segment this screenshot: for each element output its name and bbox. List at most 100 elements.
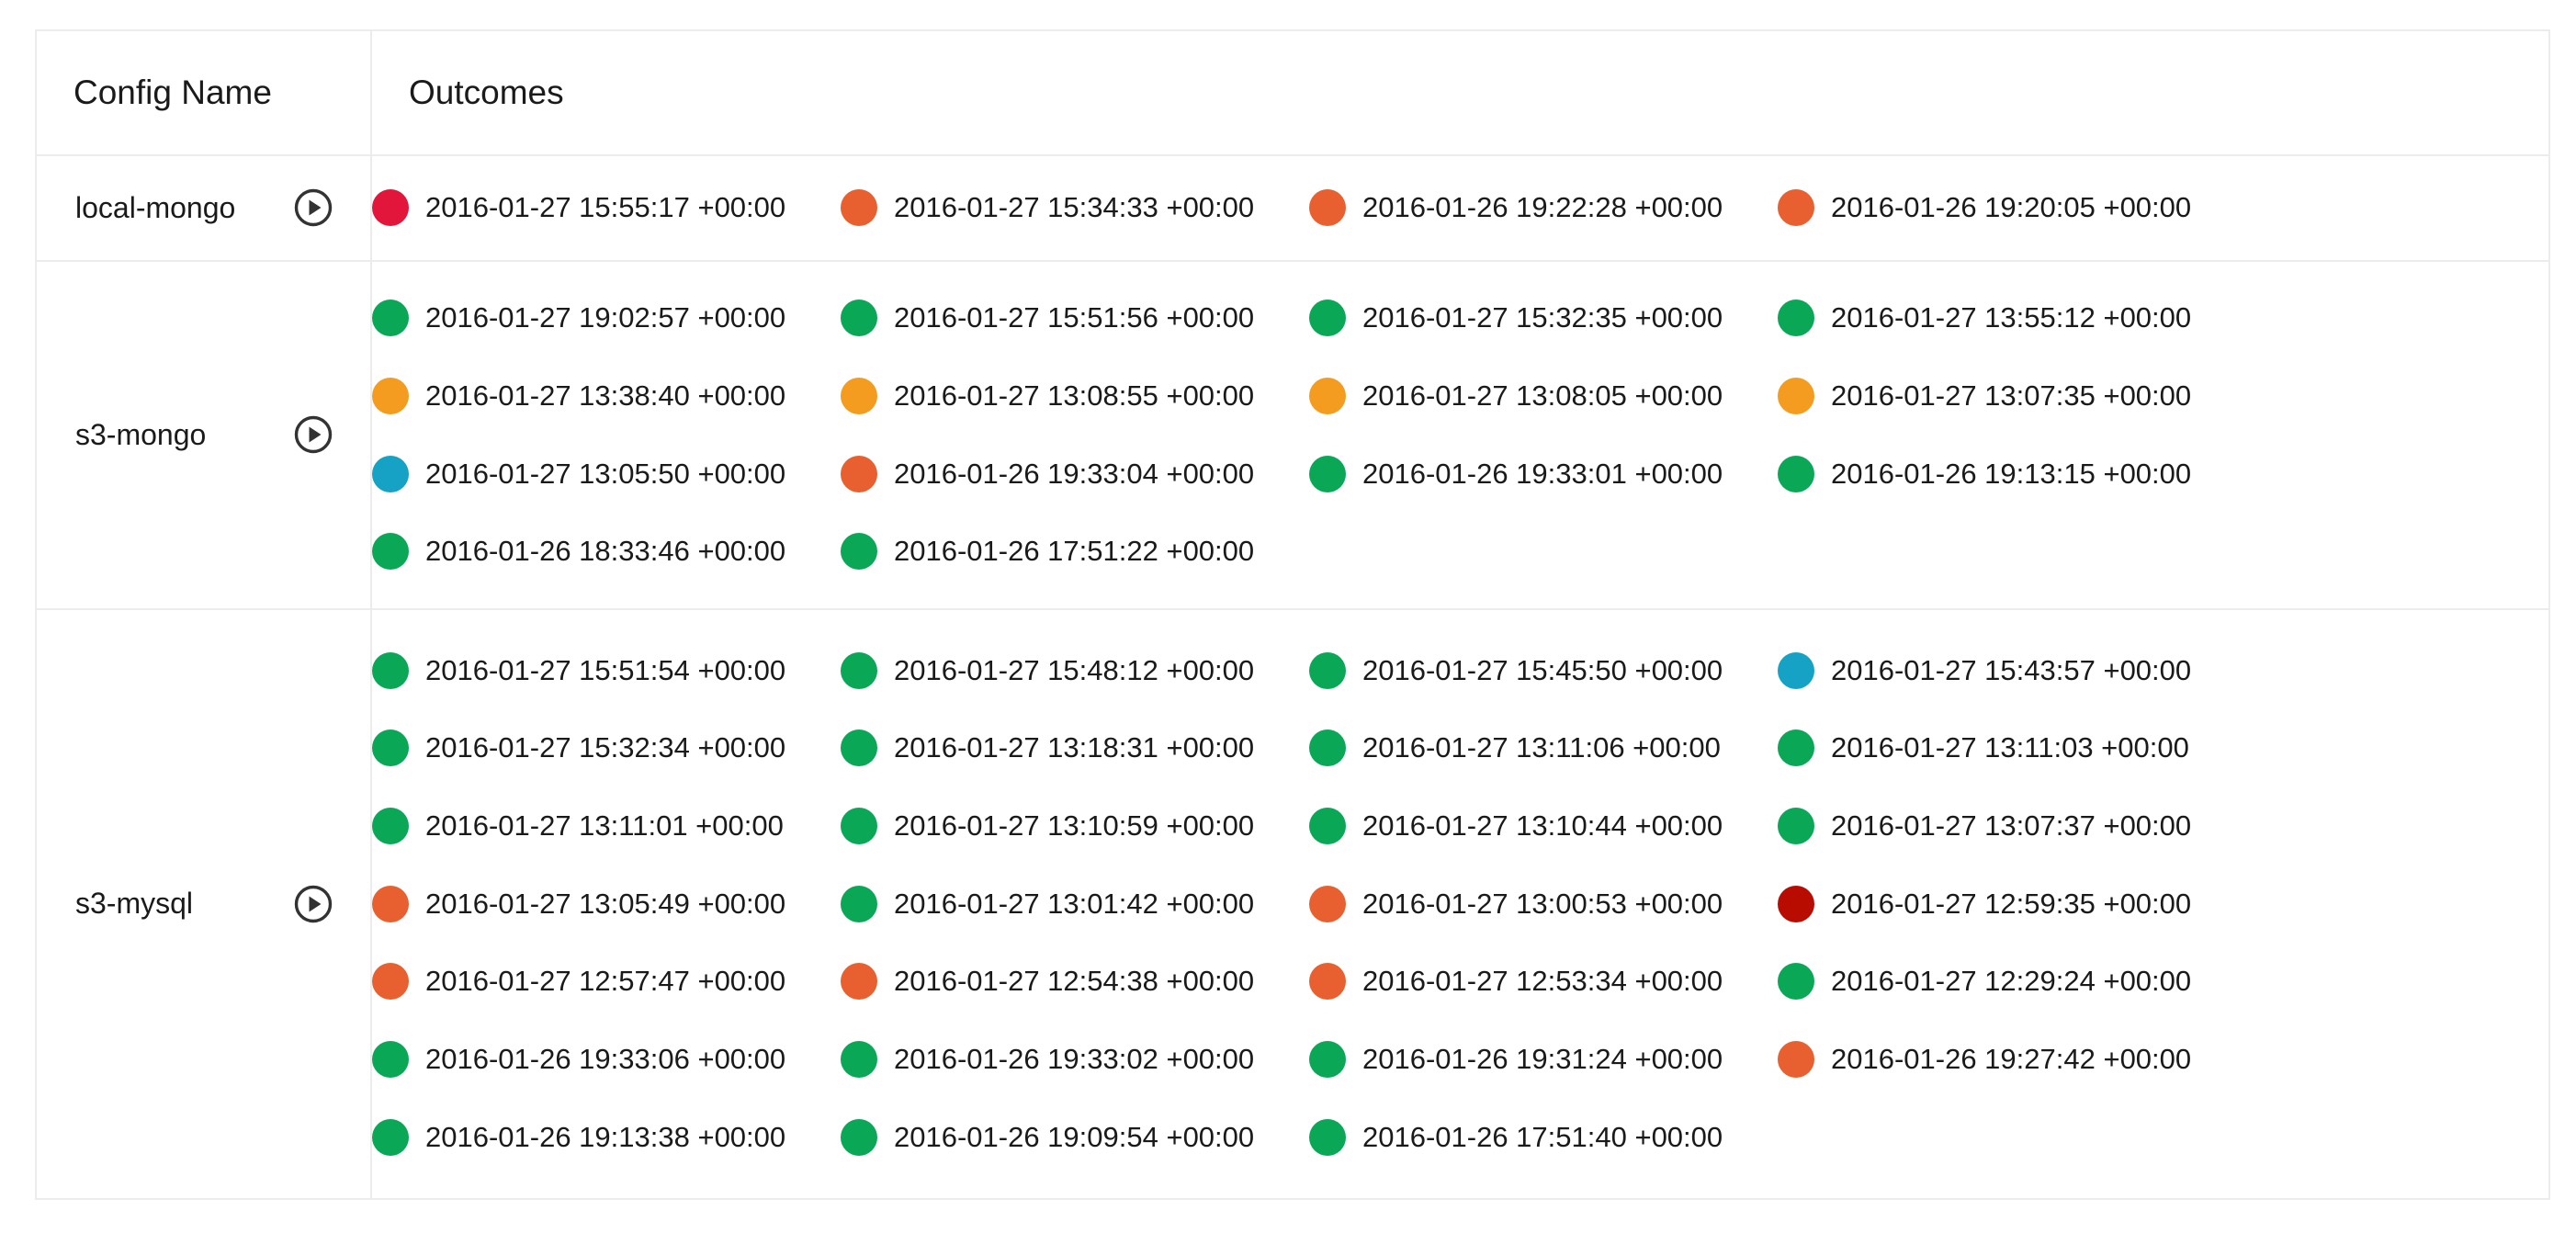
status-dot-fail-icon [841, 455, 877, 492]
outcome-item[interactable]: 2016-01-27 15:43:57 +00:00 [1778, 631, 2246, 709]
status-dot-success-icon [841, 730, 877, 767]
outcome-item[interactable]: 2016-01-27 12:29:24 +00:00 [1778, 943, 2246, 1021]
outcome-timestamp: 2016-01-27 15:51:56 +00:00 [894, 301, 1255, 334]
outcome-timestamp: 2016-01-27 12:57:47 +00:00 [425, 965, 786, 998]
outcome-item[interactable]: 2016-01-27 13:05:50 +00:00 [372, 435, 841, 513]
outcome-item[interactable]: 2016-01-26 19:09:54 +00:00 [841, 1099, 1309, 1177]
outcome-item[interactable]: 2016-01-27 13:11:03 +00:00 [1778, 709, 2246, 787]
outcome-item[interactable]: 2016-01-27 19:02:57 +00:00 [372, 279, 841, 357]
outcome-item[interactable]: 2016-01-27 13:07:37 +00:00 [1778, 787, 2246, 865]
outcome-timestamp: 2016-01-27 13:01:42 +00:00 [894, 887, 1255, 920]
outcome-item[interactable]: 2016-01-27 12:54:38 +00:00 [841, 943, 1309, 1021]
status-dot-fail-icon [1309, 189, 1346, 227]
outcome-item[interactable]: 2016-01-26 18:33:46 +00:00 [372, 513, 841, 591]
outcome-item[interactable]: 2016-01-27 15:32:35 +00:00 [1309, 279, 1778, 357]
status-dot-success-icon [372, 651, 409, 689]
outcome-item[interactable]: 2016-01-27 13:11:01 +00:00 [372, 787, 841, 865]
outcome-timestamp: 2016-01-27 13:11:03 +00:00 [1831, 731, 2189, 764]
outcome-timestamp: 2016-01-26 19:13:38 +00:00 [425, 1120, 786, 1153]
outcome-item[interactable]: 2016-01-27 13:08:55 +00:00 [841, 357, 1309, 436]
status-dot-running-icon [372, 455, 409, 492]
outcome-timestamp: 2016-01-27 13:11:06 +00:00 [1362, 731, 1721, 764]
status-dot-fail-icon [372, 885, 409, 922]
status-dot-fail-icon [1309, 885, 1346, 922]
outcome-item[interactable]: 2016-01-27 13:00:53 +00:00 [1309, 865, 1778, 943]
outcome-item[interactable]: 2016-01-27 15:45:50 +00:00 [1309, 631, 1778, 709]
outcome-item[interactable]: 2016-01-27 13:01:42 +00:00 [841, 865, 1309, 943]
status-dot-fail-icon [372, 963, 409, 1001]
outcome-item[interactable]: 2016-01-27 15:48:12 +00:00 [841, 631, 1309, 709]
play-circle-icon[interactable] [293, 187, 333, 228]
outcome-item[interactable]: 2016-01-26 19:22:28 +00:00 [1309, 169, 1778, 247]
outcomes-cell: 2016-01-27 15:55:17 +00:00 2016-01-27 15… [371, 155, 2548, 262]
outcome-item[interactable]: 2016-01-27 13:11:06 +00:00 [1309, 709, 1778, 787]
outcome-item[interactable]: 2016-01-27 13:18:31 +00:00 [841, 709, 1309, 787]
status-dot-warning-icon [1778, 377, 1814, 414]
config-row-local-mongo: local-mongo 2016-01-27 15:55:17 +00:00 2… [37, 155, 2548, 262]
outcome-item[interactable]: 2016-01-27 15:51:56 +00:00 [841, 279, 1309, 357]
outcome-item[interactable]: 2016-01-26 19:13:15 +00:00 [1778, 435, 2246, 513]
outcome-item[interactable]: 2016-01-26 17:51:40 +00:00 [1309, 1099, 1778, 1177]
status-dot-success-icon [1778, 808, 1814, 845]
status-dot-success-icon [1778, 455, 1814, 492]
status-dot-success-icon [1778, 300, 1814, 337]
status-dot-success-icon [1778, 963, 1814, 1001]
status-dot-success-icon [841, 300, 877, 337]
status-dot-success-icon [372, 808, 409, 845]
outcome-item[interactable]: 2016-01-27 12:59:35 +00:00 [1778, 865, 2246, 943]
outcome-item[interactable]: 2016-01-27 13:55:12 +00:00 [1778, 279, 2246, 357]
outcome-timestamp: 2016-01-27 15:32:35 +00:00 [1362, 301, 1723, 334]
outcome-item[interactable]: 2016-01-27 13:38:40 +00:00 [372, 357, 841, 436]
table-body: local-mongo 2016-01-27 15:55:17 +00:00 2… [37, 155, 2548, 1198]
outcome-item[interactable]: 2016-01-27 15:34:33 +00:00 [841, 169, 1309, 247]
status-dot-fatal-icon [1778, 885, 1814, 922]
status-dot-success-icon [1309, 1041, 1346, 1079]
outcome-timestamp: 2016-01-27 13:18:31 +00:00 [894, 731, 1255, 764]
outcome-item[interactable]: 2016-01-27 15:51:54 +00:00 [372, 631, 841, 709]
outcome-list: 2016-01-27 15:51:54 +00:00 2016-01-27 15… [372, 620, 2548, 1187]
outcome-timestamp: 2016-01-27 15:34:33 +00:00 [894, 191, 1255, 224]
outcome-item[interactable]: 2016-01-26 19:33:04 +00:00 [841, 435, 1309, 513]
outcomes-table: Config Name Outcomes local-mongo 2016-01… [37, 31, 2548, 1198]
status-dot-success-icon [1309, 1118, 1346, 1156]
outcome-timestamp: 2016-01-27 12:29:24 +00:00 [1831, 965, 2192, 998]
outcome-timestamp: 2016-01-27 13:10:59 +00:00 [894, 809, 1255, 843]
status-dot-success-icon [1309, 300, 1346, 337]
outcome-timestamp: 2016-01-26 19:22:28 +00:00 [1362, 191, 1723, 224]
outcomes-cell: 2016-01-27 15:51:54 +00:00 2016-01-27 15… [371, 609, 2548, 1198]
status-dot-warning-icon [1309, 377, 1346, 414]
status-dot-success-icon [841, 1041, 877, 1079]
outcome-item[interactable]: 2016-01-27 12:57:47 +00:00 [372, 943, 841, 1021]
outcome-item[interactable]: 2016-01-26 19:27:42 +00:00 [1778, 1021, 2246, 1099]
outcome-timestamp: 2016-01-26 19:33:01 +00:00 [1362, 457, 1723, 490]
outcome-item[interactable]: 2016-01-27 12:53:34 +00:00 [1309, 943, 1778, 1021]
outcome-timestamp: 2016-01-27 15:43:57 +00:00 [1831, 653, 2192, 686]
outcome-item[interactable]: 2016-01-26 17:51:22 +00:00 [841, 513, 1309, 591]
outcome-timestamp: 2016-01-27 12:53:34 +00:00 [1362, 965, 1723, 998]
outcome-item[interactable]: 2016-01-27 13:05:49 +00:00 [372, 865, 841, 943]
play-circle-icon[interactable] [293, 414, 333, 455]
outcome-timestamp: 2016-01-27 15:55:17 +00:00 [425, 191, 786, 224]
status-dot-error-icon [372, 189, 409, 227]
outcome-item[interactable]: 2016-01-27 13:07:35 +00:00 [1778, 357, 2246, 436]
outcome-item[interactable]: 2016-01-26 19:33:06 +00:00 [372, 1021, 841, 1099]
status-dot-success-icon [841, 533, 877, 571]
outcome-item[interactable]: 2016-01-27 13:10:44 +00:00 [1309, 787, 1778, 865]
outcome-timestamp: 2016-01-26 19:13:15 +00:00 [1831, 457, 2192, 490]
outcome-item[interactable]: 2016-01-27 13:10:59 +00:00 [841, 787, 1309, 865]
outcome-item[interactable]: 2016-01-27 15:32:34 +00:00 [372, 709, 841, 787]
status-dot-fail-icon [841, 963, 877, 1001]
outcome-item[interactable]: 2016-01-27 15:55:17 +00:00 [372, 169, 841, 247]
outcome-item[interactable]: 2016-01-26 19:33:02 +00:00 [841, 1021, 1309, 1099]
play-circle-icon[interactable] [293, 884, 333, 924]
outcome-item[interactable]: 2016-01-26 19:31:24 +00:00 [1309, 1021, 1778, 1099]
outcome-item[interactable]: 2016-01-27 13:08:05 +00:00 [1309, 357, 1778, 436]
outcome-timestamp: 2016-01-27 13:11:01 +00:00 [425, 809, 784, 843]
outcome-item[interactable]: 2016-01-26 19:33:01 +00:00 [1309, 435, 1778, 513]
outcome-list: 2016-01-27 15:55:17 +00:00 2016-01-27 15… [372, 158, 2548, 258]
outcome-item[interactable]: 2016-01-26 19:20:05 +00:00 [1778, 169, 2246, 247]
status-dot-success-icon [1778, 730, 1814, 767]
status-dot-fail-icon [1778, 189, 1814, 227]
outcome-timestamp: 2016-01-26 19:09:54 +00:00 [894, 1120, 1255, 1153]
outcome-item[interactable]: 2016-01-26 19:13:38 +00:00 [372, 1099, 841, 1177]
